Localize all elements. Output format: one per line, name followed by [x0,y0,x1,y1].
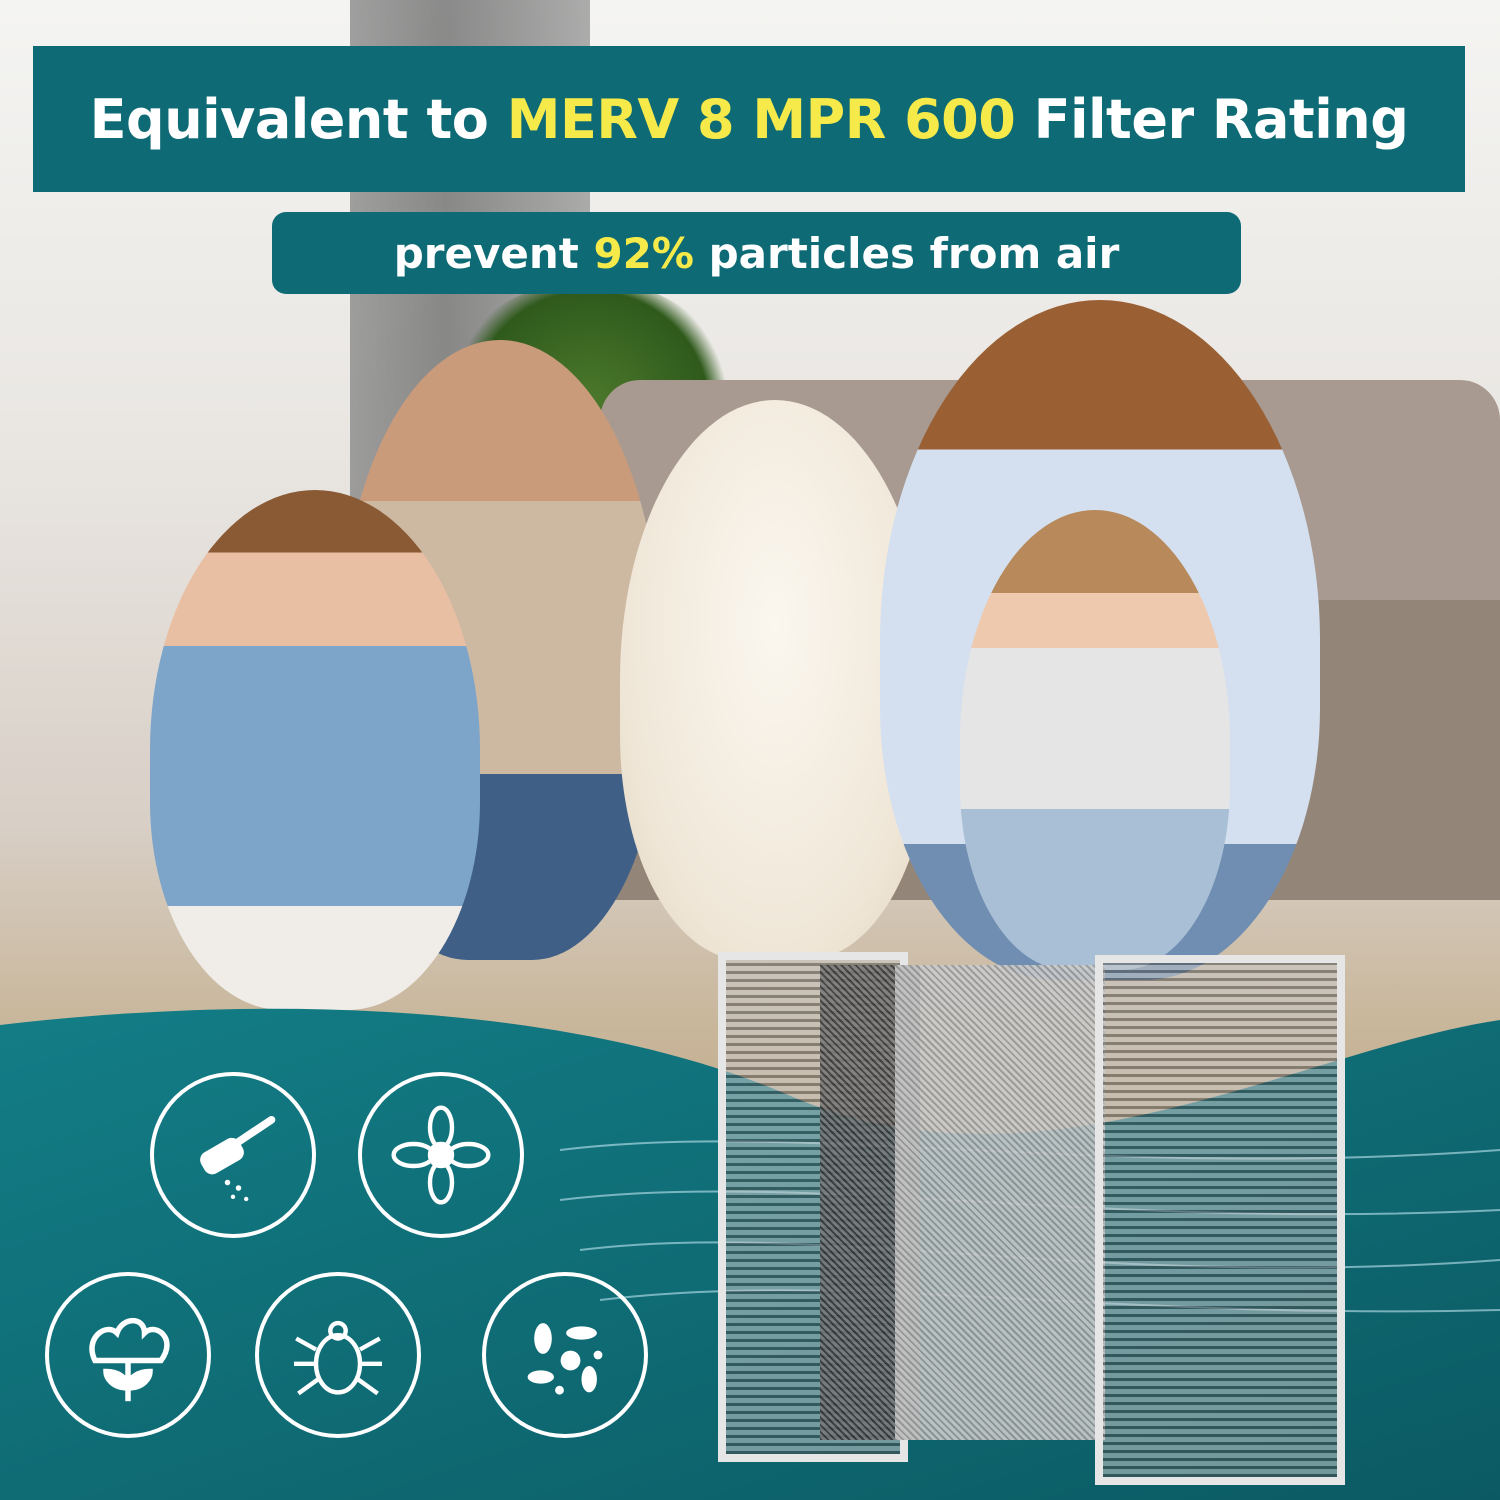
boy [960,510,1230,970]
cotton-lint-icon [45,1272,211,1438]
filter-panel-3 [895,965,1105,1440]
particles-banner: prevent 92% particles from air [272,212,1241,294]
rating-highlight: MERV 8 MPR 600 [506,87,1016,151]
girl [150,490,480,1010]
dog [620,400,930,960]
particles-suffix: particles from air [708,228,1120,278]
rating-suffix: Filter Rating [1033,87,1409,151]
rating-banner-text: Equivalent to MERV 8 MPR 600 Filter Rati… [90,88,1409,151]
particles-prefix: prevent [393,228,579,278]
particles-percent: 92% [593,228,694,278]
dust-icon [150,1072,316,1238]
rating-banner: Equivalent to MERV 8 MPR 600 Filter Rati… [33,46,1465,192]
particles-banner-text: prevent 92% particles from air [394,229,1120,278]
pollen-flower-icon [358,1072,524,1238]
dust-mite-icon [255,1272,421,1438]
rating-prefix: Equivalent to [89,87,489,151]
bacteria-icon [482,1272,648,1438]
filter-panel-4 [1095,955,1345,1485]
